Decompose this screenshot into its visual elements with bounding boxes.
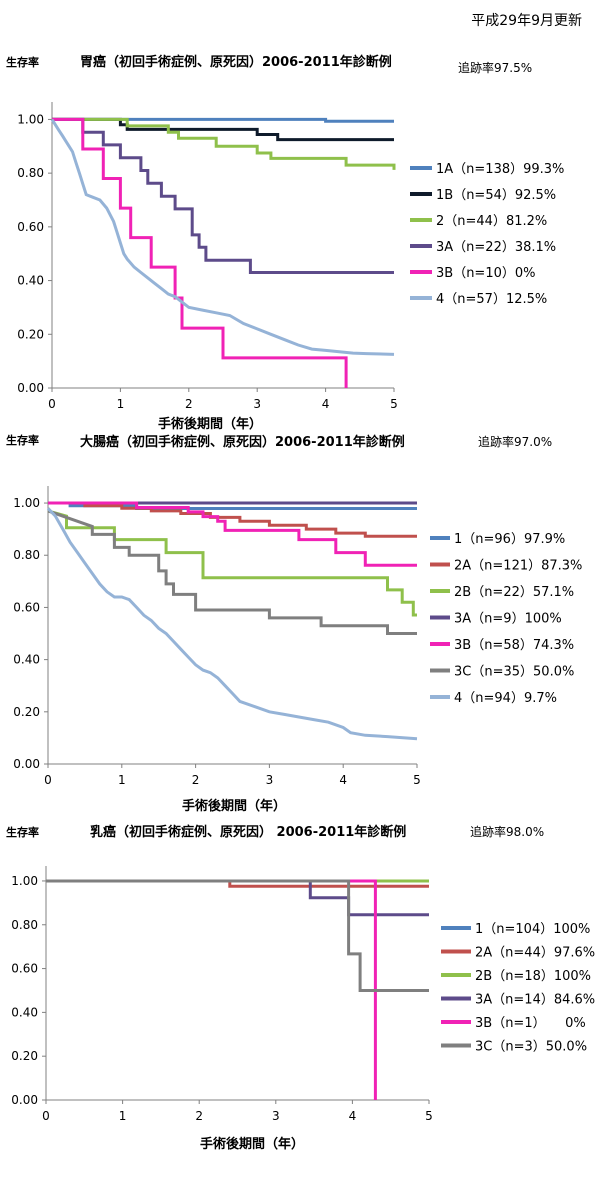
legend-entry: 2A（n=121）87.3% xyxy=(454,559,582,574)
legend-entry: 3B（n=10）0% xyxy=(436,266,536,281)
x-tick-label: 3 xyxy=(253,397,261,411)
series-line-2 xyxy=(52,117,394,142)
x-tick-label: 1 xyxy=(117,397,125,411)
chart-panel-colorectal: 大腸癌（初回手術症例、原死因）2006-2011年診断例 生存率 追跡率97.0% 0… xyxy=(0,420,600,814)
legend-entry: 3B（n=58）74.3% xyxy=(454,638,574,653)
x-tick-label: 2 xyxy=(195,1109,203,1123)
legend-entry: 1B（n=54）92.5% xyxy=(436,188,556,203)
legend-entry: 3C（n=3）50.0% xyxy=(475,1040,587,1055)
y-tick-label: 0.60 xyxy=(13,600,40,614)
x-tick-label: 3 xyxy=(272,1109,280,1123)
chart-colorectal: 大腸癌（初回手術症例、原死因）2006-2011年診断例 生存率 追跡率97.0% 0… xyxy=(6,433,582,814)
legend-entry: 2（n=44）81.2% xyxy=(436,214,547,229)
legend-entry: 3A（n=22）38.1% xyxy=(436,240,556,255)
x-tick-label: 5 xyxy=(425,1109,433,1123)
x-tick-label: 5 xyxy=(390,397,398,411)
x-axis-label: 手術後期間（年） xyxy=(182,798,286,814)
chart-panel-breast: 乳癌（初回手術症例、原死因） 2006-2011年診断例 生存率 追跡率98.0% 0… xyxy=(0,810,600,1170)
x-tick-label: 1 xyxy=(118,773,126,787)
x-axis-label: 手術後期間（年） xyxy=(158,416,262,432)
y-tick-label: 0.60 xyxy=(11,962,38,976)
legend-entry: 2A（n=44）97.6% xyxy=(475,946,595,961)
y-tick-label: 0.80 xyxy=(11,918,38,932)
legend-entry: 4（n=57）12.5% xyxy=(436,292,547,307)
series-line-7 xyxy=(46,507,418,741)
x-tick-label: 2 xyxy=(192,773,200,787)
chart-stomach: 胃癌（初回手術症例、原死因）2006-2011年診断例 生存率 追跡率97.5% 0.… xyxy=(6,54,564,432)
x-tick-label: 0 xyxy=(44,773,52,787)
series-line-5 xyxy=(46,879,377,1100)
y-axis-label: 生存率 xyxy=(6,825,39,839)
y-tick-label: 0.20 xyxy=(17,327,44,341)
y-tick-label: 0.00 xyxy=(17,381,44,395)
legend-entry: 2B（n=18）100% xyxy=(475,969,591,984)
x-tick-label: 3 xyxy=(266,773,274,787)
series-line-6 xyxy=(50,118,395,356)
y-tick-label: 1.00 xyxy=(13,496,40,510)
tracking-rate: 追跡率97.0% xyxy=(478,434,552,449)
tracking-rate: 追跡率98.0% xyxy=(470,824,544,839)
y-axis-label: 生存率 xyxy=(6,55,39,69)
legend-entry: 3B（n=1） 0% xyxy=(475,1016,586,1031)
x-tick-label: 1 xyxy=(119,1109,127,1123)
y-tick-label: 1.00 xyxy=(17,112,44,126)
series-line-3 xyxy=(47,509,417,617)
chart-title: 大腸癌（初回手術症例、原死因）2006-2011年診断例 xyxy=(80,434,405,450)
y-axis-label: 生存率 xyxy=(6,433,39,447)
chart-breast: 乳癌（初回手術症例、原死因） 2006-2011年診断例 生存率 追跡率98.0% 0… xyxy=(6,824,595,1152)
legend-entry: 1（n=96）97.9% xyxy=(454,532,565,547)
legend-entry: 3A（n=14）84.6% xyxy=(475,993,595,1008)
x-tick-label: 0 xyxy=(48,397,56,411)
x-tick-label: 0 xyxy=(42,1109,50,1123)
x-tick-label: 4 xyxy=(322,397,330,411)
x-tick-label: 4 xyxy=(339,773,347,787)
legend-entry: 1（n=104）100% xyxy=(475,922,590,937)
series-line-5 xyxy=(52,117,348,388)
x-tick-label: 4 xyxy=(349,1109,357,1123)
series-line-6 xyxy=(46,879,429,992)
x-tick-label: 2 xyxy=(185,397,193,411)
tracking-rate: 追跡率97.5% xyxy=(458,60,532,75)
y-tick-label: 0.20 xyxy=(11,1049,38,1063)
series-line-2 xyxy=(48,501,417,538)
legend-entry: 1A（n=138）99.3% xyxy=(436,162,564,177)
y-tick-label: 0.80 xyxy=(17,166,44,180)
y-tick-label: 0.60 xyxy=(17,220,44,234)
y-tick-label: 0.40 xyxy=(11,1005,38,1019)
chart-title: 胃癌（初回手術症例、原死因）2006-2011年診断例 xyxy=(80,54,392,70)
legend-entry: 4（n=94）9.7% xyxy=(454,691,557,706)
x-axis-label: 手術後期間（年） xyxy=(200,1136,304,1152)
series-line-6 xyxy=(47,509,417,635)
y-tick-label: 1.00 xyxy=(11,874,38,888)
series-line-3 xyxy=(52,117,396,170)
y-tick-label: 0.20 xyxy=(13,705,40,719)
y-tick-label: 0.40 xyxy=(17,274,44,288)
chart-panel-stomach: 胃癌（初回手術症例、原死因）2006-2011年診断例 生存率 追跡率97.5% 0.… xyxy=(0,40,600,432)
y-tick-label: 0.40 xyxy=(13,653,40,667)
series-line-5 xyxy=(48,501,417,567)
update-note: 平成29年9月更新 xyxy=(471,13,582,29)
chart-title: 乳癌（初回手術症例、原死因） 2006-2011年診断例 xyxy=(90,824,406,840)
series-line-1 xyxy=(52,117,394,123)
legend-entry: 3C（n=35）50.0% xyxy=(454,665,574,680)
legend-entry: 2B（n=22）57.1% xyxy=(454,585,574,600)
x-tick-label: 5 xyxy=(413,773,421,787)
y-tick-label: 0.00 xyxy=(11,1093,38,1107)
legend-entry: 3A（n=9）100% xyxy=(454,612,562,627)
y-tick-label: 0.80 xyxy=(13,548,40,562)
y-tick-label: 0.00 xyxy=(13,757,40,771)
series-line-4 xyxy=(52,117,394,274)
